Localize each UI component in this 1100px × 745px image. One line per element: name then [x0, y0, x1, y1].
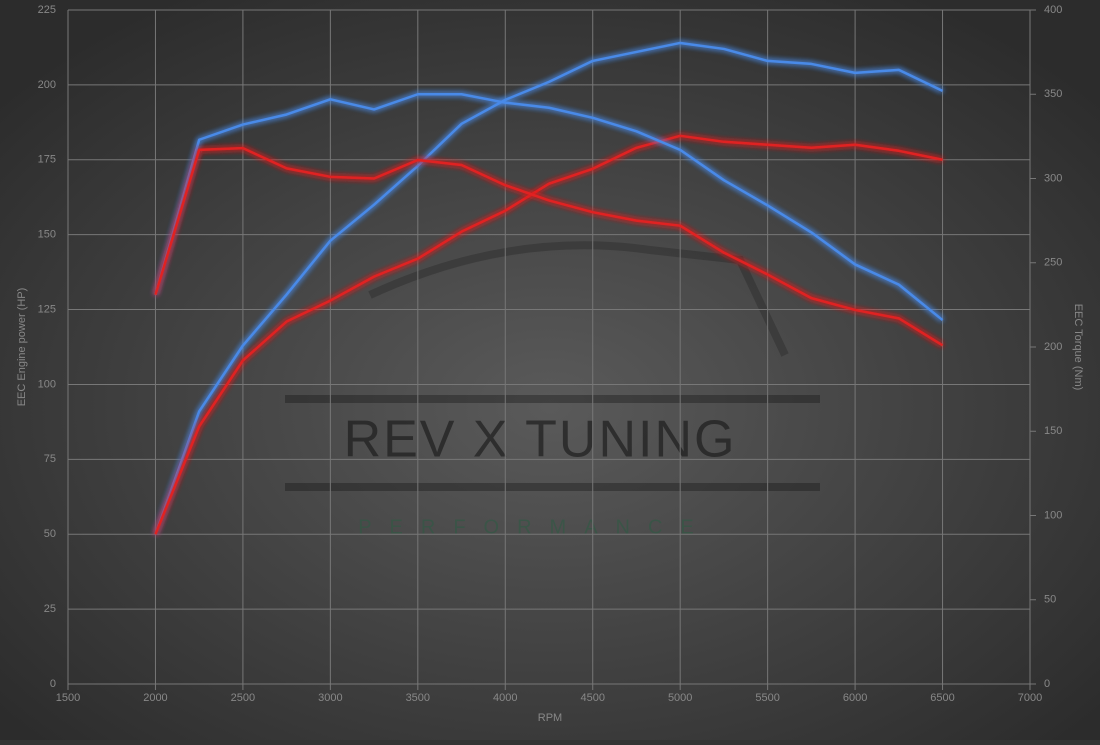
y-tick-label: 175 [38, 154, 56, 166]
x-tick-label: 2500 [231, 692, 255, 704]
y-tick-label: 225 [38, 4, 56, 16]
y2-tick-label: 150 [1044, 425, 1062, 437]
y2-tick-label: 300 [1044, 172, 1062, 184]
y2-axis-label: EEC Torque (Nm) [1072, 304, 1084, 391]
x-tick-label: 2000 [143, 692, 167, 704]
y2-tick-label: 100 [1044, 509, 1062, 521]
x-tick-label: 5000 [668, 692, 692, 704]
series-line [154, 41, 944, 535]
y-tick-label: 50 [44, 528, 56, 540]
watermark: REV X TUNING [344, 411, 737, 469]
y-tick-label: 200 [38, 79, 56, 91]
y2-tick-label: 400 [1044, 4, 1062, 16]
x-tick-label: 3500 [406, 692, 430, 704]
watermark-sub: PERFORMANCE [358, 516, 712, 538]
y-tick-label: 25 [44, 603, 56, 615]
series-line [154, 93, 944, 322]
x-tick-label: 7000 [1018, 692, 1042, 704]
x-tick-label: 4000 [493, 692, 517, 704]
x-tick-label: 1500 [56, 692, 80, 704]
y2-tick-label: 0 [1044, 678, 1050, 690]
y-tick-label: 100 [38, 378, 56, 390]
y2-tick-label: 200 [1044, 341, 1062, 353]
y-tick-label: 75 [44, 453, 56, 465]
y2-tick-label: 50 [1044, 594, 1056, 606]
y-axis-label: EEC Engine power (HP) [16, 288, 28, 407]
watermark-logo [285, 241, 820, 491]
x-tick-label: 3000 [318, 692, 342, 704]
x-tick-label: 6500 [930, 692, 954, 704]
y2-tick-label: 350 [1044, 88, 1062, 100]
y2-tick-label: 250 [1044, 257, 1062, 269]
y-tick-label: 150 [38, 229, 56, 241]
series-line [154, 134, 943, 535]
y-tick-label: 0 [50, 678, 56, 690]
series-line [154, 146, 944, 347]
x-axis-label: RPM [538, 712, 562, 724]
x-tick-label: 5500 [755, 692, 779, 704]
x-tick-label: 6000 [843, 692, 867, 704]
x-tick-label: 4500 [580, 692, 604, 704]
y-tick-label: 125 [38, 303, 56, 315]
